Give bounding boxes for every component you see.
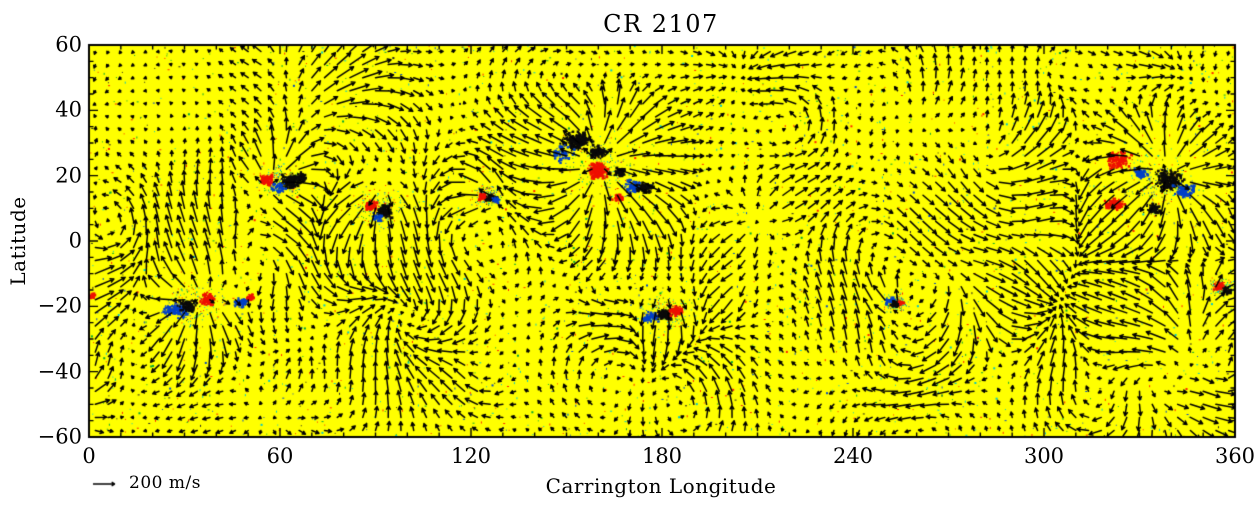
- y-tick-label: 20: [55, 163, 82, 188]
- y-tick-label: 40: [55, 97, 82, 122]
- x-tick-label: 360: [1214, 444, 1256, 468]
- y-axis-label: Latitude: [6, 196, 30, 286]
- y-tick-label: 0: [68, 228, 82, 253]
- y-tick-label: −60: [37, 424, 82, 449]
- x-tick-label: 180: [641, 444, 683, 468]
- chart-title: CR 2107: [603, 10, 719, 38]
- x-tick-label: 0: [82, 444, 96, 468]
- x-tick-label: 120: [450, 444, 492, 468]
- x-tick-label: 240: [832, 444, 874, 468]
- y-tick-label: −20: [37, 293, 82, 318]
- y-tick-label: 60: [55, 32, 82, 57]
- x-tick-label: 60: [266, 444, 294, 468]
- reference-arrow-label: 200 m/s: [129, 473, 201, 493]
- x-tick-label: 300: [1023, 444, 1065, 468]
- y-tick-label: −40: [37, 359, 82, 384]
- x-axis-label: Carrington Longitude: [545, 474, 777, 498]
